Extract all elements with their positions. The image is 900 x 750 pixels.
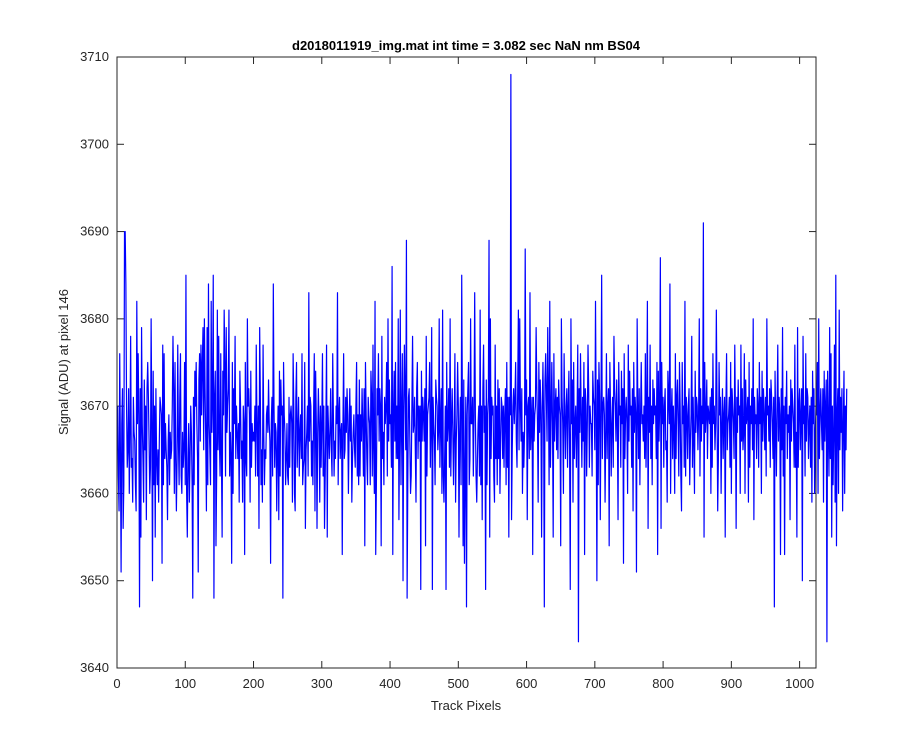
x-tick-label: 200 <box>243 676 265 691</box>
chart-title: d2018011919_img.mat int time = 3.082 sec… <box>292 38 641 53</box>
x-tick-label: 700 <box>584 676 606 691</box>
y-axis-ticks: 3640 3650 3660 3670 3680 3690 3700 3710 <box>80 49 816 675</box>
x-tick-label: 100 <box>174 676 196 691</box>
y-tick-label: 3680 <box>80 311 109 326</box>
x-tick-label: 800 <box>652 676 674 691</box>
y-tick-label: 3640 <box>80 660 109 675</box>
y-tick-label: 3710 <box>80 49 109 64</box>
plot-area-frame <box>116 56 817 669</box>
x-tick-label: 400 <box>379 676 401 691</box>
x-tick-label: 500 <box>447 676 469 691</box>
y-tick-label: 3690 <box>80 224 109 239</box>
y-tick-label: 3700 <box>80 136 109 151</box>
y-axis-label: Signal (ADU) at pixel 146 <box>56 289 71 435</box>
signal-series-line <box>117 73 848 643</box>
x-axis-label: Track Pixels <box>431 698 502 713</box>
x-tick-label: 300 <box>311 676 333 691</box>
x-tick-label: 900 <box>721 676 743 691</box>
x-axis-ticks: 0 100 200 300 400 500 600 700 800 900 1000 <box>113 57 814 691</box>
x-tick-label: 0 <box>113 676 120 691</box>
y-tick-label: 3670 <box>80 398 109 413</box>
x-tick-label: 1000 <box>785 676 814 691</box>
x-tick-label: 600 <box>516 676 538 691</box>
y-tick-label: 3660 <box>80 485 109 500</box>
y-tick-label: 3650 <box>80 573 109 588</box>
